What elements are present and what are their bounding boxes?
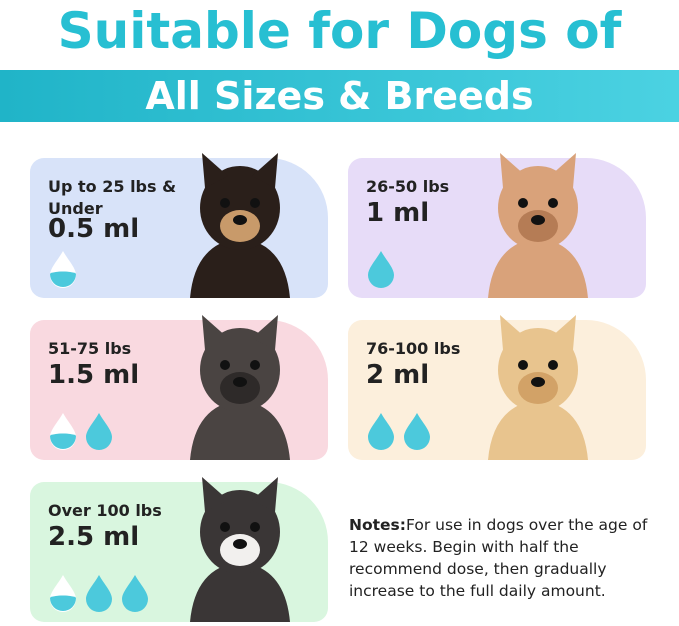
drop-icon	[86, 575, 112, 612]
weight-label: 51-75 lbs	[48, 339, 132, 358]
banner: All Sizes & Breeds	[0, 70, 679, 122]
dosage-card: 26-50 lbs 1 ml	[348, 153, 646, 298]
poodle-photo	[478, 148, 598, 298]
notes-text: For use in dogs over the age of 12 weeks…	[349, 516, 648, 600]
half-drop-icon	[50, 413, 76, 450]
drop-icon	[86, 413, 112, 450]
drops	[48, 250, 78, 288]
drop-icon	[122, 575, 148, 612]
golden-retriever-photo	[478, 310, 598, 460]
weight-label: 76-100 lbs	[366, 339, 461, 358]
half-drop-icon	[50, 575, 76, 612]
drops	[48, 574, 150, 612]
drops	[366, 412, 432, 450]
weight-label: Up to 25 lbs & Under	[48, 177, 177, 218]
drop-icon	[368, 251, 394, 288]
dosage-card: 51-75 lbs 1.5 ml	[30, 315, 328, 460]
dose-value: 2.5 ml	[48, 522, 140, 552]
dosage-card: 76-100 lbs 2 ml	[348, 315, 646, 460]
drops	[48, 412, 114, 450]
drops	[366, 250, 396, 288]
half-drop-icon	[50, 251, 76, 288]
notes-label: Notes:	[349, 516, 406, 534]
weight-label: 26-50 lbs	[366, 177, 450, 196]
dose-value: 2 ml	[366, 360, 430, 390]
dosage-card: Up to 25 lbs & Under 0.5 ml	[30, 153, 328, 298]
dose-value: 1.5 ml	[48, 360, 140, 390]
dosage-card: Over 100 lbs 2.5 ml	[30, 477, 328, 622]
weight-label: Over 100 lbs	[48, 501, 162, 520]
malamute-photo	[180, 472, 300, 622]
french-bulldog-photo	[180, 310, 300, 460]
drop-icon	[368, 413, 394, 450]
notes: Notes:For use in dogs over the age of 12…	[349, 514, 669, 602]
page-title: Suitable for Dogs of	[57, 2, 622, 60]
chihuahua-photo	[180, 148, 300, 298]
drop-icon	[404, 413, 430, 450]
dose-value: 0.5 ml	[48, 214, 140, 244]
dose-value: 1 ml	[366, 198, 430, 228]
